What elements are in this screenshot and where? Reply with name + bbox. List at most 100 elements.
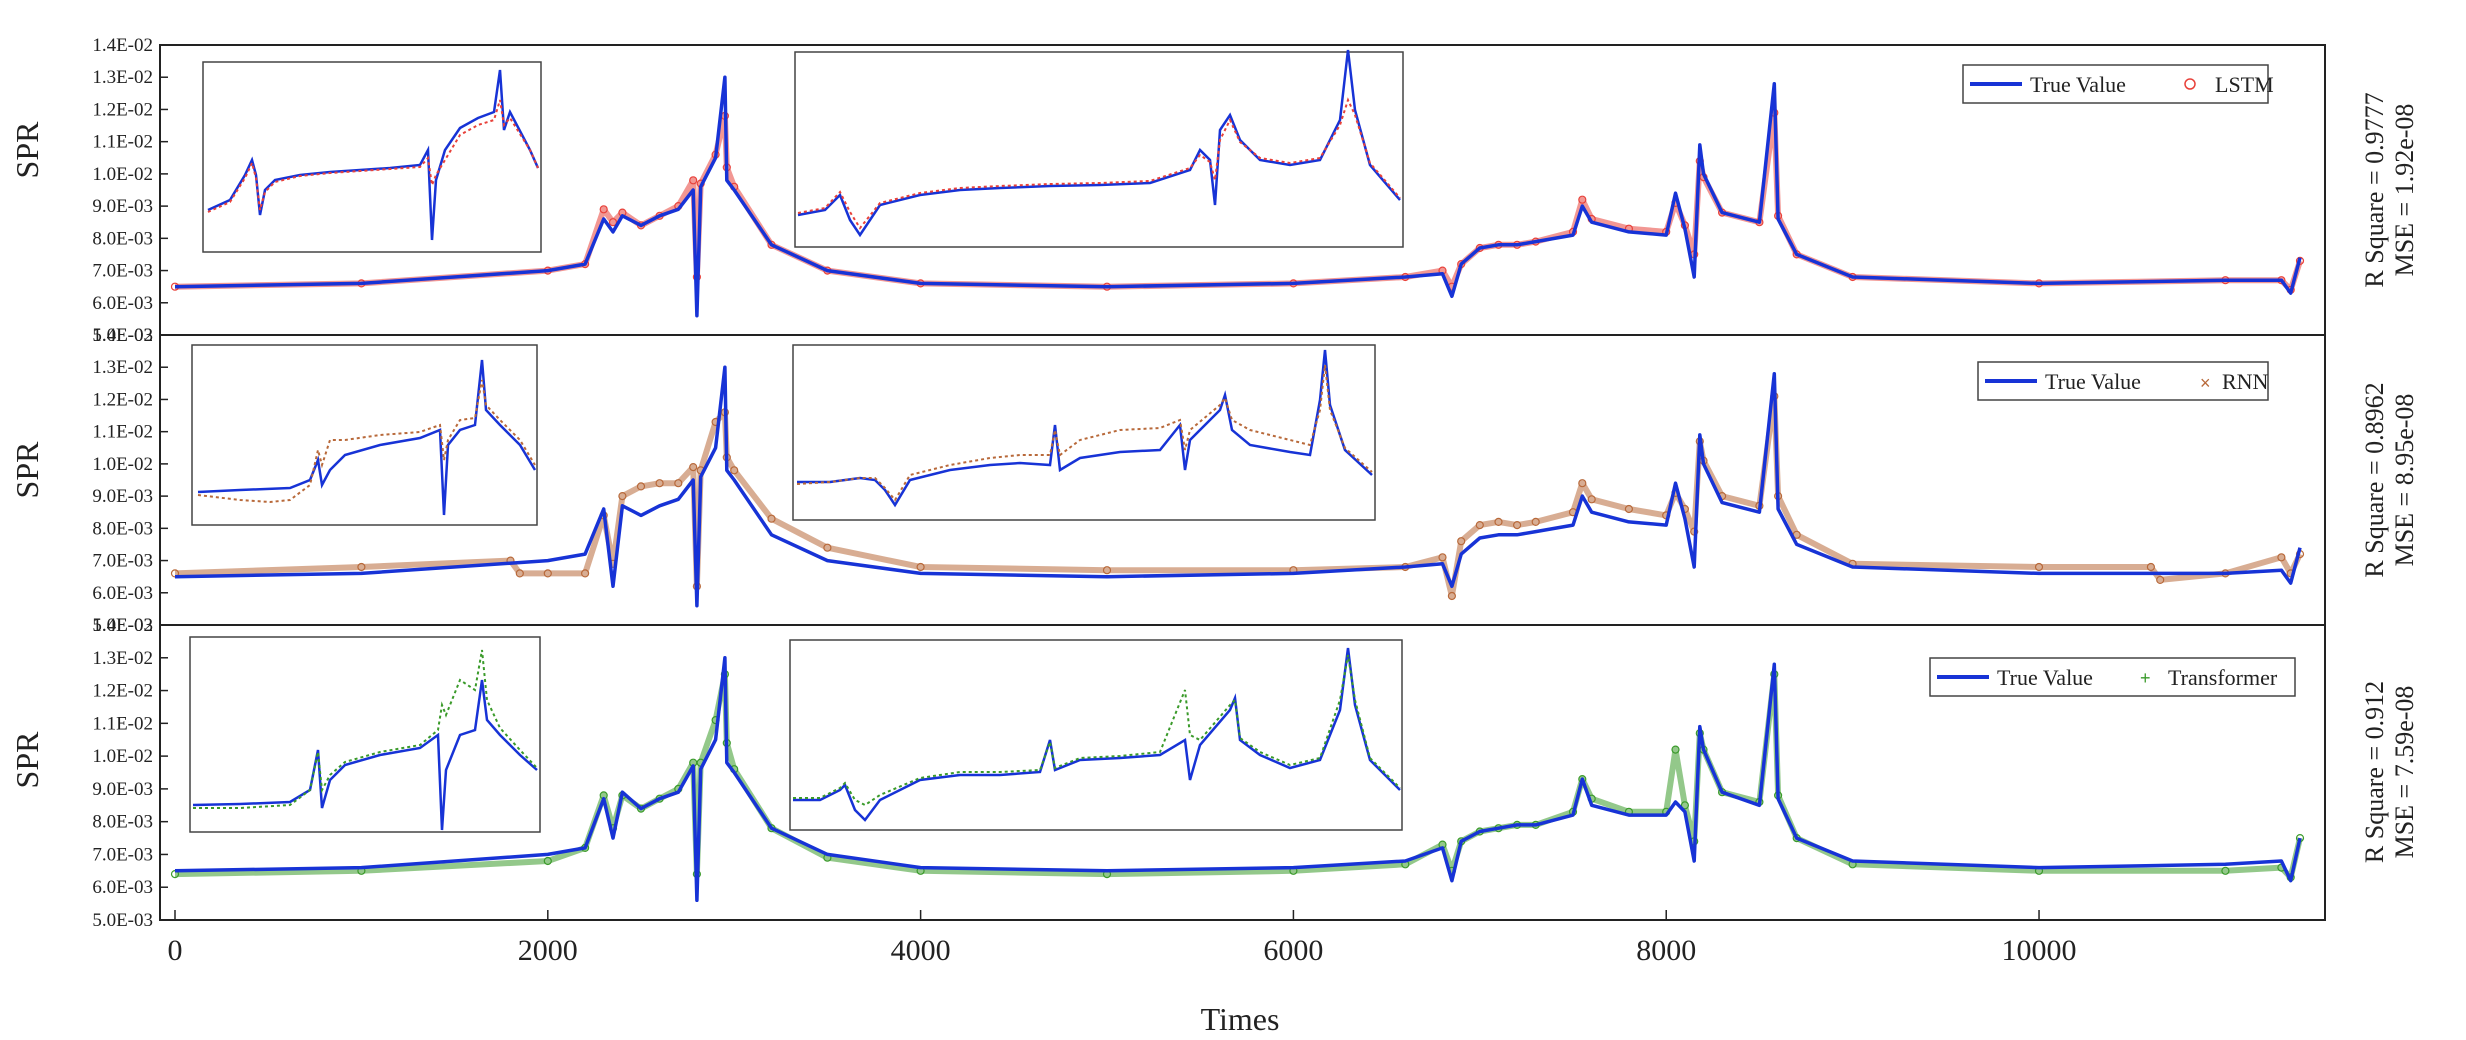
legend-series-2: LSTM [2215, 72, 2274, 97]
y-tick-label: 1.0E-02 [92, 164, 153, 185]
y-tick-label: 1.4E-02 [92, 35, 153, 56]
inset-true-line [197, 359, 537, 516]
data-point [1531, 517, 1540, 527]
inset-true-line [797, 49, 1401, 238]
inset-true-line [207, 69, 540, 241]
legend-series-1: True Value [2045, 369, 2141, 394]
panel-2: 5.0E-03 6.0E-03 7.0E-03 8.0E-03 9.0E-03 1.0E-… [9, 325, 2419, 636]
mse-label: MSE = 8.95e-08 [2390, 394, 2419, 567]
y-tick-label: 1.3E-02 [92, 648, 153, 669]
legend-series-2: RNN [2222, 369, 2269, 394]
y-tick-label: 6.0E-03 [92, 583, 153, 604]
data-point [689, 463, 698, 472]
x-tick-label: 2000 [518, 934, 578, 967]
inset-left [202, 61, 542, 253]
data-point [1447, 591, 1457, 601]
legend-series-1: True Value [1997, 665, 2093, 690]
data-point [2221, 866, 2230, 875]
y-tick-label: 1.2E-02 [92, 681, 153, 702]
legend: True Value LSTM [1962, 64, 2274, 104]
legend-series-2: Transformer [2168, 665, 2278, 690]
y-tick-label: 1.2E-02 [92, 99, 153, 120]
data-point [1494, 517, 1503, 527]
y-tick-label: 1.0E-02 [92, 746, 153, 767]
y-axis-ticks: 5.0E-03 6.0E-03 7.0E-03 8.0E-03 9.0E-03 1.0E-… [92, 615, 168, 931]
inset-right [789, 639, 1403, 831]
legend-marker-icon: × [2200, 373, 2211, 393]
data-point [2034, 562, 2044, 572]
y-axis-label: SPR [9, 121, 45, 179]
data-point [1624, 504, 1634, 514]
legend-marker-icon: + [2140, 668, 2151, 688]
series-layer [170, 365, 2305, 608]
data-point [655, 479, 664, 488]
y-axis-label: SPR [9, 441, 45, 499]
r-square-label: R Square = 0.912 [2360, 681, 2389, 863]
panel-1: 5.0E-03 6.0E-03 7.0E-03 8.0E-03 9.0E-03 1.0E-… [9, 35, 2419, 346]
x-tick-label: 0 [168, 934, 183, 967]
data-point [730, 466, 739, 475]
data-point [1512, 520, 1522, 530]
inset-pred-line [796, 364, 1373, 502]
r-square-label: R Square = 0.9777 [2360, 92, 2389, 287]
mse-label: MSE = 7.59e-08 [2390, 686, 2419, 859]
legend-series-1: True Value [2030, 72, 2126, 97]
series-line [174, 365, 2302, 608]
data-point [608, 218, 618, 227]
y-tick-label: 1.1E-02 [92, 132, 153, 153]
y-tick-label: 1.1E-02 [92, 713, 153, 734]
y-tick-label: 6.0E-03 [92, 293, 153, 314]
y-tick-label: 1.2E-02 [92, 389, 153, 410]
r-square-label: R Square = 0.8962 [2360, 382, 2389, 577]
y-tick-label: 5.0E-03 [92, 615, 153, 636]
data-point [689, 176, 698, 185]
x-tick-label: 4000 [891, 934, 951, 967]
y-tick-label: 8.0E-03 [92, 228, 153, 249]
x-axis-label: Times [1201, 1001, 1280, 1037]
mse-label: MSE = 1.92e-08 [2390, 104, 2419, 277]
y-tick-label: 5.0E-03 [92, 325, 153, 346]
inset-pred-line [793, 654, 1401, 807]
inset-right [794, 49, 1404, 248]
y-tick-label: 1.1E-02 [92, 422, 153, 443]
y-tick-label: 1.3E-02 [92, 67, 153, 88]
y-axis-ticks: 5.0E-03 6.0E-03 7.0E-03 8.0E-03 9.0E-03 1.0E-… [92, 35, 168, 346]
inset-left [189, 636, 541, 833]
inset-left [191, 344, 538, 526]
y-tick-label: 6.0E-03 [92, 877, 153, 898]
y-tick-label: 1.3E-02 [92, 357, 153, 378]
data-point [1578, 195, 1587, 204]
x-tick-label: 10000 [2002, 934, 2077, 967]
data-point [636, 482, 646, 491]
data-point [1102, 566, 1112, 575]
data-point [1671, 745, 1680, 754]
data-point [916, 562, 925, 572]
y-tick-label: 5.0E-03 [92, 910, 153, 931]
inset-pred-line [197, 379, 536, 504]
data-point [170, 569, 180, 578]
data-point [674, 479, 683, 488]
data-point [543, 569, 552, 578]
data-point [2146, 562, 2155, 572]
data-point [1578, 479, 1587, 488]
series-line [174, 75, 2302, 318]
x-tick-label: 6000 [1263, 934, 1323, 967]
y-tick-label: 1.4E-02 [92, 325, 153, 346]
data-point [823, 543, 832, 552]
data-point [2277, 553, 2286, 562]
inset-true-line [797, 349, 1373, 508]
data-point [618, 492, 627, 501]
y-tick-label: 7.0E-03 [92, 261, 153, 282]
inset-pred-line [193, 649, 538, 809]
inset-pred-line [207, 99, 539, 213]
data-point [515, 569, 524, 578]
data-point [1680, 801, 1690, 810]
plot-frame [159, 624, 2326, 921]
y-tick-label: 1.4E-02 [92, 615, 153, 636]
data-point [543, 856, 552, 866]
inset-true-line [793, 647, 1401, 822]
panel-3: 5.0E-03 6.0E-03 7.0E-03 8.0E-03 9.0E-03 1.0E-… [9, 615, 2419, 1037]
series-line [174, 656, 2302, 903]
inset-pred-line [797, 97, 1401, 230]
